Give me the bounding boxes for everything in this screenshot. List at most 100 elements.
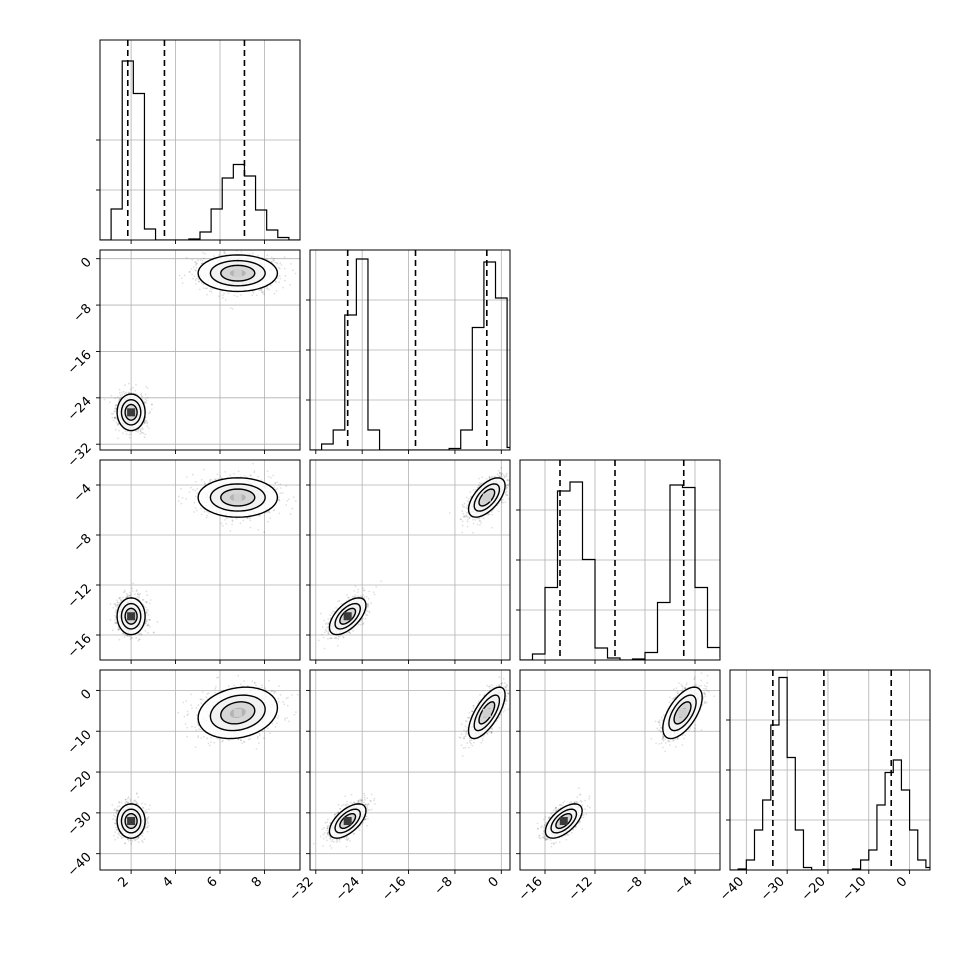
sample-point <box>135 590 138 593</box>
sample-point <box>237 247 239 249</box>
y-tick-label: −32 <box>65 440 95 470</box>
sample-point <box>118 638 121 641</box>
sample-point <box>191 473 194 476</box>
sample-point <box>195 266 198 269</box>
sample-point <box>137 639 140 642</box>
sample-point <box>111 416 114 419</box>
sample-point <box>114 417 117 420</box>
sample-point <box>141 427 144 429</box>
sample-point <box>185 498 188 500</box>
sample-point <box>268 511 271 514</box>
density-peak-cell <box>127 408 136 417</box>
sample-point <box>139 430 142 432</box>
sample-point <box>146 421 149 424</box>
sample-point <box>276 262 278 264</box>
sample-point <box>231 523 234 526</box>
sample-point <box>290 263 292 265</box>
sample-point <box>115 616 117 619</box>
sample-point <box>127 382 130 385</box>
sample-point <box>126 634 128 637</box>
sample-point <box>260 289 263 292</box>
sample-point <box>267 511 270 513</box>
sample-point <box>152 631 155 634</box>
sample-point <box>266 470 269 473</box>
sample-point <box>278 512 281 515</box>
sample-point <box>202 257 205 260</box>
sample-point <box>149 412 151 414</box>
sample-point <box>269 517 272 519</box>
sample-point <box>134 390 137 392</box>
y-tick-label: −16 <box>65 631 95 661</box>
sample-point <box>177 495 180 498</box>
sample-point <box>132 582 135 585</box>
sample-point <box>192 488 195 491</box>
sample-point <box>197 259 199 262</box>
sample-point <box>127 594 130 597</box>
sample-point <box>236 295 239 298</box>
sample-point <box>146 624 149 627</box>
sample-point <box>258 515 260 517</box>
sample-point <box>206 510 209 513</box>
sample-point <box>124 384 126 387</box>
sample-point <box>143 421 146 424</box>
sample-point <box>276 481 279 484</box>
sample-point <box>118 391 121 394</box>
sample-point <box>135 383 137 386</box>
sample-point <box>129 593 132 596</box>
sample-point <box>144 419 147 422</box>
sample-point <box>116 424 119 427</box>
sample-point <box>194 489 197 492</box>
sample-point <box>272 259 275 261</box>
y-tick-label: −24 <box>65 394 95 424</box>
sample-point <box>193 275 196 278</box>
sample-point <box>268 288 271 291</box>
sample-point <box>129 433 132 435</box>
sample-point <box>141 395 144 398</box>
sample-point <box>119 394 122 397</box>
y-tick-label: −8 <box>71 301 95 325</box>
sample-point <box>139 429 142 432</box>
sample-point <box>112 413 115 415</box>
sample-point <box>257 255 260 257</box>
sample-point <box>143 436 146 439</box>
sample-point <box>240 294 242 296</box>
sample-point <box>240 250 243 253</box>
sample-point <box>128 591 131 594</box>
sample-point <box>204 252 207 255</box>
sample-point <box>116 601 119 604</box>
sample-point <box>183 274 186 277</box>
sample-point <box>149 410 151 413</box>
sample-point <box>283 267 286 270</box>
sample-point <box>135 430 138 432</box>
sample-point <box>148 618 150 621</box>
sample-point <box>225 253 227 256</box>
sample-point <box>192 266 195 269</box>
sample-point <box>279 483 282 485</box>
histogram-step-line <box>310 258 510 450</box>
sample-point <box>194 261 196 264</box>
panel-frame <box>99 39 301 241</box>
sample-point <box>146 425 149 428</box>
sample-point <box>211 288 214 290</box>
sample-point <box>251 294 254 297</box>
contour-line <box>124 403 138 421</box>
contour-line <box>197 254 279 293</box>
sample-point <box>147 609 150 611</box>
sample-point <box>208 290 211 293</box>
sample-point <box>148 602 151 605</box>
sample-point <box>201 262 203 265</box>
y-tick-label: −16 <box>65 348 95 378</box>
sample-point <box>242 519 245 522</box>
sample-point <box>116 606 119 609</box>
sample-point <box>145 399 148 402</box>
sample-point <box>188 271 191 273</box>
sample-point <box>246 517 249 520</box>
sample-point <box>120 391 123 393</box>
sample-point <box>143 402 146 404</box>
sample-point <box>138 638 141 641</box>
sample-point <box>131 637 134 639</box>
sample-point <box>115 421 118 424</box>
sample-point <box>114 410 117 413</box>
sample-point <box>273 486 275 489</box>
sample-point <box>284 274 287 277</box>
